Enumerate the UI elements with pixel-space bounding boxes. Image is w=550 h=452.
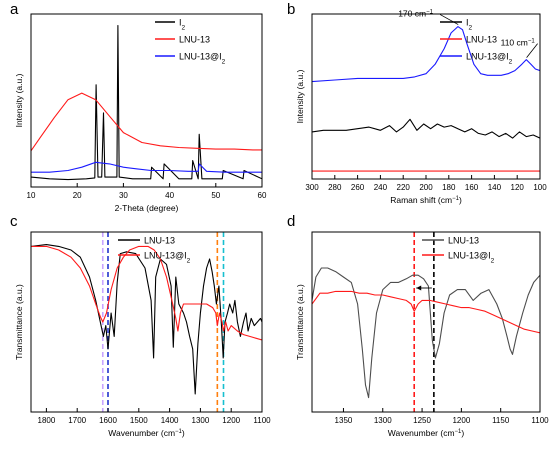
x-axis-label: 2-Theta (degree) [115,203,179,213]
x-tick-label: 260 [351,183,365,192]
plot-frame [311,231,541,413]
x-tick-label: 1800 [38,416,56,425]
legend-entry: LNU-13@I2 [144,251,191,265]
x-axis-label: Raman shift (cm−1) [390,195,462,205]
x-tick-label: 1350 [335,416,353,425]
series-line [31,24,262,181]
x-tick-label: 20 [73,191,82,200]
legend-entry: LNU-13 [448,236,479,246]
x-tick-label: 140 [488,183,502,192]
x-tick-label: 1300 [192,416,210,425]
series-line [312,118,540,139]
y-axis-label: Intensity (a.u.) [14,73,24,127]
panel-letter: a [10,1,19,18]
legend-entry: LNU-13 [144,236,175,246]
series-line [312,290,540,334]
x-axis-label: Wavenumber (cm−1) [108,428,185,438]
legend-entry: LNU-13@I2 [448,251,495,265]
panel-b: b 300 280 260 240 220 200 180 160 140 120 100 Raman … [287,1,547,205]
x-tick-label: 1150 [492,416,510,425]
plot-frame [30,231,263,413]
x-tick-label: 200 [419,183,433,192]
annotation-pointer [526,43,538,58]
x-tick-label: 100 [533,183,547,192]
panel-letter: b [287,1,295,18]
x-tick-label: 30 [119,191,128,200]
x-tick-label: 1200 [452,416,470,425]
x-tick-label: 50 [211,191,220,200]
series-line [31,92,262,152]
y-axis-label: Transmittance (a.u.) [14,284,24,360]
panel-a: a 10 20 30 40 50 60 2-Theta (degree) Intensity (… [10,1,267,213]
legend-entry: I2 [179,18,186,32]
plot-frame [30,13,263,188]
x-tick-label: 1600 [99,416,117,425]
panel-d: d 1350 1300 1250 1200 1150 1100 Wavenumber (cm−… [287,213,549,438]
x-tick-label: 10 [27,191,36,200]
x-axis-label: Wavenumber (cm−1) [388,428,465,438]
series-line [31,245,262,341]
x-tick-label: 60 [258,191,267,200]
y-axis-label: Intensity (a.u.) [295,69,305,123]
legend-entry: I2 [466,18,473,32]
x-tick-label: 1250 [413,416,431,425]
series-line [31,161,262,173]
x-tick-label: 40 [165,191,174,200]
panel-letter: d [287,213,295,230]
x-tick-label: 1100 [531,416,549,425]
legend-entry: LNU-13 [466,35,497,45]
x-tick-label: 1300 [374,416,392,425]
x-tick-label: 1500 [130,416,148,425]
x-tick-label: 220 [397,183,411,192]
legend-entry: LNU-13@I2 [179,52,226,66]
series-line [312,267,540,399]
panel-letter: c [10,213,18,230]
y-axis-label: Transmittance (a.u.) [295,284,305,360]
x-tick-label: 120 [511,183,525,192]
annotation-label: 110 cm−1 [501,38,536,48]
series-line [31,244,262,395]
x-tick-label: 240 [374,183,388,192]
x-tick-label: 1400 [161,416,179,425]
annotation-label: 170 cm−1 [398,9,433,19]
x-tick-label: 1200 [222,416,240,425]
x-tick-label: 1700 [68,416,86,425]
x-tick-label: 1100 [253,416,271,425]
x-tick-label: 160 [465,183,479,192]
series-line [312,26,540,83]
legend-entry: LNU-13 [179,35,210,45]
panel-c: c 1800 1700 1600 1500 1400 1300 1200 1100 Wavenum… [10,213,271,438]
x-tick-label: 280 [328,183,342,192]
shift-arrowhead [416,285,422,291]
annotation-pointer [440,14,459,25]
x-tick-label: 300 [305,183,319,192]
x-tick-label: 180 [442,183,456,192]
